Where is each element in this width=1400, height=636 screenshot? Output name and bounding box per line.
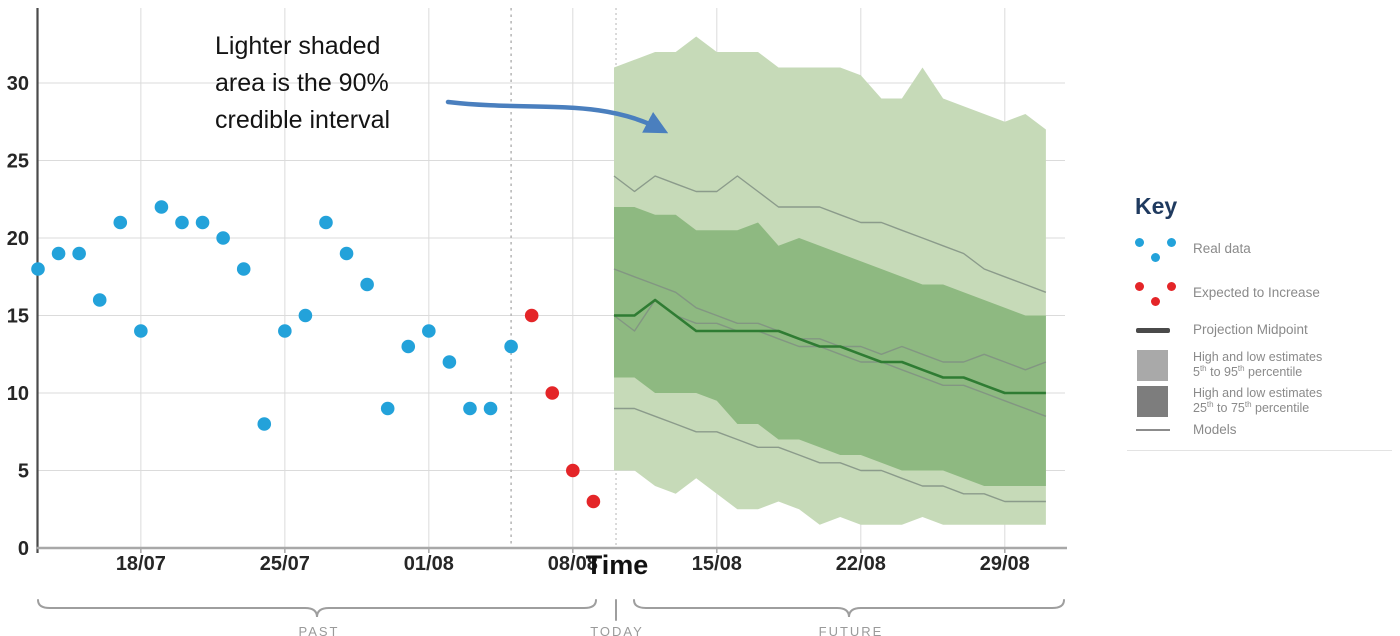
past-brace	[37, 599, 597, 618]
percentile-50-swatch	[1127, 385, 1193, 417]
real-data-point	[134, 324, 148, 338]
x-tick-label: 08/08	[548, 553, 598, 575]
x-tick-label: 29/08	[980, 553, 1030, 575]
legend-label-midpoint: Projection Midpoint	[1193, 322, 1308, 338]
legend-label-90-line1: High and low estimates	[1193, 350, 1323, 365]
legend-title: Key	[1135, 193, 1178, 219]
real-data-point	[72, 246, 86, 261]
expected-increase-point	[524, 308, 539, 323]
real-data-point	[339, 246, 354, 261]
real-data-point	[504, 339, 518, 354]
models-line-swatch	[1127, 429, 1193, 431]
model-line-3	[613, 299, 1047, 417]
legend-item-90-percentile: High and low estimates 5th to 95th perce…	[1127, 348, 1395, 382]
y-tick-label: 30	[7, 73, 29, 95]
x-tick-label: 25/07	[260, 553, 310, 575]
expected-increase-point	[545, 386, 560, 400]
real-data-point	[92, 293, 107, 307]
real-data-point	[257, 417, 272, 431]
model-line-4	[614, 407, 1046, 503]
real-data-point	[401, 339, 416, 354]
real-data-point	[31, 262, 45, 276]
y-tick-label: 5	[18, 461, 29, 483]
y-tick-label: 10	[7, 383, 29, 405]
y-tick-label: 15	[7, 306, 29, 328]
model-line-1	[613, 175, 1047, 293]
y-tick-label: 25	[7, 151, 29, 173]
x-tick-label: 15/08	[692, 553, 742, 575]
legend-label-90-line2: 5th to 95th percentile	[1193, 364, 1303, 380]
annotation-note: Lighter shaded area is the 90% credible …	[215, 32, 391, 134]
x-axis-title: Time	[585, 550, 649, 580]
real-data-point	[442, 355, 457, 369]
x-tick-label: 01/08	[404, 553, 454, 575]
model-line-2	[613, 268, 1047, 371]
future-brace	[633, 599, 1065, 618]
legend-item-midpoint: Projection Midpoint	[1127, 318, 1395, 342]
legend-item-models: Models	[1127, 420, 1395, 440]
real-data-point	[422, 324, 436, 338]
x-tick-label: 22/08	[836, 553, 886, 575]
legend-label-expected: Expected to Increase	[1193, 285, 1320, 301]
real-data-point	[113, 215, 128, 230]
projection-midpoint-line	[614, 298, 1046, 395]
real-data-point	[278, 324, 292, 338]
real-data-point	[236, 262, 251, 276]
real-data-point	[216, 231, 230, 245]
real-data-point	[380, 401, 395, 416]
legend-label-real-data: Real data	[1193, 241, 1251, 257]
real-data-point	[463, 401, 477, 416]
legend-item-real-data: Real data	[1127, 230, 1395, 268]
timeline-past-label: PAST	[298, 624, 340, 636]
real-data-point	[175, 215, 189, 230]
real-data-point	[51, 246, 66, 261]
annotation-arrow	[445, 99, 669, 134]
legend-label-50-line2: 25th to 75th percentile	[1193, 400, 1310, 416]
real-data-point	[483, 401, 498, 416]
x-tick-label: 18/07	[116, 553, 166, 575]
expected-increase-point	[566, 463, 580, 478]
legend-item-50-percentile: High and low estimates 25th to 75th perc…	[1127, 384, 1395, 418]
red-dots-swatch	[1127, 280, 1193, 306]
expected-increase-point	[586, 494, 601, 509]
legend-panel: Key Real data Expected to Increase	[1127, 193, 1395, 451]
blue-dots-swatch	[1127, 236, 1193, 262]
real-data-point	[195, 215, 210, 230]
legend-divider	[1127, 450, 1392, 451]
real-data-point	[319, 215, 333, 230]
timeline-today-label: TODAY	[590, 624, 644, 636]
legend-label-50-line1: High and low estimates	[1193, 386, 1323, 401]
real-data-point	[360, 277, 374, 292]
y-tick-label: 0	[18, 538, 29, 560]
legend-item-expected: Expected to Increase	[1127, 274, 1395, 312]
midpoint-line-swatch	[1127, 327, 1193, 333]
percentile-90-swatch	[1127, 349, 1193, 381]
y-tick-label: 20	[7, 228, 29, 250]
legend-label-models: Models	[1193, 422, 1237, 438]
timeline-future-label: FUTURE	[818, 624, 884, 636]
real-data-point	[154, 200, 169, 214]
real-data-point	[298, 308, 313, 323]
